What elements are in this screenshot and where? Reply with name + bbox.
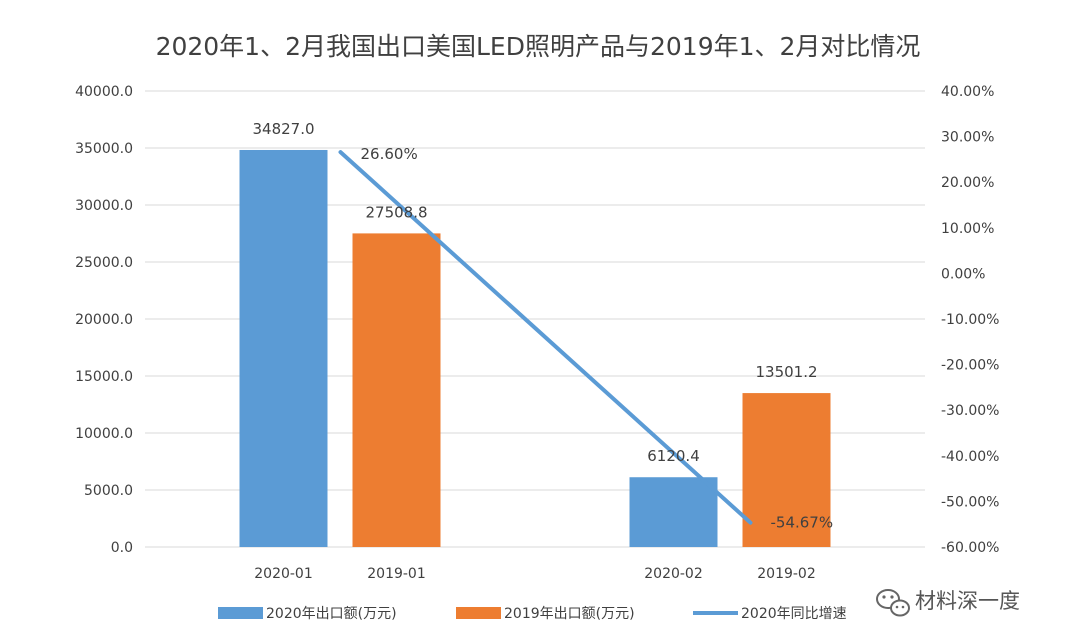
watermark-text: 材料深一度 bbox=[915, 589, 1020, 613]
bar-value-label: 27508.8 bbox=[365, 203, 427, 221]
left-tick-label: 35000.0 bbox=[75, 141, 133, 157]
bar-value-label: 6120.4 bbox=[647, 447, 700, 465]
right-tick-label: 20.00% bbox=[941, 175, 994, 191]
right-tick-label: -60.00% bbox=[941, 540, 999, 556]
left-axis-ticks: 0.0 5000.0 10000.0 15000.0 20000.0 25000.0 300… bbox=[75, 84, 133, 556]
chart-title: 2020年1、2月我国出口美国LED照明产品与2019年1、2月对比情况 bbox=[156, 32, 921, 61]
right-tick-label: -20.00% bbox=[941, 358, 999, 374]
bar-value-label: 34827.0 bbox=[252, 120, 314, 138]
growth-line bbox=[338, 150, 753, 525]
legend-item: 2020年出口额(万元) bbox=[218, 606, 397, 622]
right-tick-label: 10.00% bbox=[941, 221, 994, 237]
line-value-label: -54.67% bbox=[771, 514, 834, 532]
legend: 2020年出口额(万元) 2019年出口额(万元) 2020年同比增速 bbox=[218, 606, 847, 622]
legend-swatch bbox=[456, 607, 501, 619]
left-tick-label: 10000.0 bbox=[75, 426, 133, 442]
wechat-icon bbox=[876, 589, 910, 617]
legend-label: 2020年同比增速 bbox=[741, 606, 847, 622]
right-tick-label: 40.00% bbox=[941, 84, 994, 100]
category-label: 2020-02 bbox=[644, 566, 703, 582]
left-tick-label: 15000.0 bbox=[75, 369, 133, 385]
right-axis-ticks: -60.00% -50.00% -40.00% -30.00% -20.00% -10.0… bbox=[941, 84, 999, 556]
right-tick-label: -50.00% bbox=[941, 494, 999, 510]
bar bbox=[629, 477, 718, 547]
watermark: 材料深一度 bbox=[876, 589, 1020, 617]
right-tick-label: -40.00% bbox=[941, 449, 999, 465]
bar bbox=[239, 149, 328, 547]
legend-item: 2020年同比增速 bbox=[693, 606, 847, 622]
bar bbox=[742, 393, 831, 547]
right-tick-label: -30.00% bbox=[941, 403, 999, 419]
legend-item: 2019年出口额(万元) bbox=[456, 606, 635, 622]
legend-label: 2020年出口额(万元) bbox=[266, 606, 397, 622]
line-value-label: 26.60% bbox=[361, 145, 418, 163]
left-tick-label: 25000.0 bbox=[75, 255, 133, 271]
left-tick-label: 0.0 bbox=[111, 540, 133, 556]
legend-label: 2019年出口额(万元) bbox=[504, 606, 635, 622]
right-tick-label: 0.00% bbox=[941, 266, 985, 282]
right-tick-label: 30.00% bbox=[941, 130, 994, 146]
growth-line-path bbox=[338, 150, 753, 525]
bar bbox=[352, 233, 441, 548]
bar-value-label: 13501.2 bbox=[755, 363, 817, 381]
right-tick-label: -10.00% bbox=[941, 312, 999, 328]
category-label: 2019-02 bbox=[757, 566, 816, 582]
left-tick-label: 30000.0 bbox=[75, 198, 133, 214]
left-tick-label: 5000.0 bbox=[84, 483, 133, 499]
category-label: 2019-01 bbox=[367, 566, 426, 582]
bars bbox=[239, 149, 831, 548]
category-label: 2020-01 bbox=[254, 566, 313, 582]
left-tick-label: 40000.0 bbox=[75, 84, 133, 100]
legend-swatch bbox=[218, 607, 263, 619]
category-labels: 2020-01 2019-01 2020-02 2019-02 bbox=[254, 566, 816, 582]
left-tick-label: 20000.0 bbox=[75, 312, 133, 328]
data-labels: 34827.0 27508.8 6120.4 13501.2 26.60% -54.67% bbox=[252, 120, 833, 532]
